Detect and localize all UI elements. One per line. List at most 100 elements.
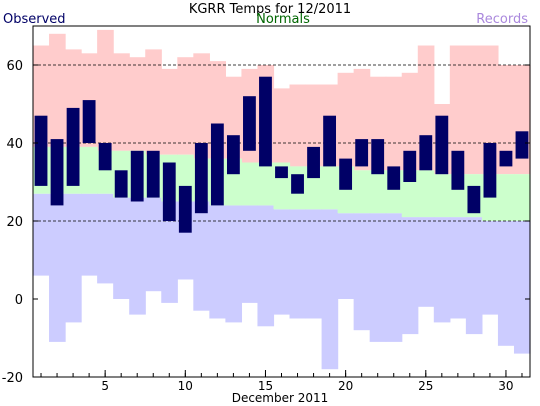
y-tick-label: 20 — [6, 215, 23, 230]
observed-bar — [130, 150, 144, 202]
record-low-bar — [433, 217, 451, 323]
record-low-bar — [513, 221, 531, 354]
observed-bar — [66, 107, 80, 186]
normal-bar — [369, 170, 387, 214]
observed-bar — [178, 185, 192, 233]
record-high-bar — [129, 57, 146, 151]
observed-bar — [98, 143, 112, 171]
record-high-bar — [481, 45, 499, 175]
record-high-bar — [145, 49, 162, 155]
observed-bar — [210, 123, 224, 206]
x-tick-label: 15 — [258, 379, 273, 393]
x-tick-label: 30 — [498, 379, 513, 393]
record-low-bar — [369, 213, 387, 342]
record-low-bar — [113, 197, 130, 299]
record-high-bar — [273, 88, 291, 163]
observed-bar — [162, 162, 176, 221]
observed-bar — [146, 150, 160, 198]
normal-bar — [241, 162, 259, 206]
normal-bar — [433, 174, 451, 218]
observed-bar — [275, 166, 288, 179]
record-low-bar — [129, 197, 146, 315]
record-high-bar — [289, 84, 307, 167]
record-low-bar — [337, 213, 355, 299]
x-tick-label: 20 — [338, 379, 353, 393]
observed-bar — [451, 150, 465, 190]
observed-bar — [291, 174, 304, 194]
record-low-bar — [97, 193, 114, 284]
record-low-bar — [321, 209, 339, 370]
record-high-bar — [465, 45, 483, 175]
chart-title: KGRR Temps for 12/2011 — [189, 2, 351, 17]
record-high-bar — [497, 65, 515, 175]
record-high-bar — [385, 76, 403, 171]
record-low-bar — [497, 221, 515, 346]
observed-bar — [323, 115, 337, 167]
record-low-bar — [417, 217, 435, 307]
record-low-bar — [65, 193, 82, 323]
observed-bar — [226, 135, 240, 175]
y-tick-label: 60 — [6, 59, 23, 74]
observed-bar — [355, 139, 369, 167]
record-high-bar — [401, 72, 419, 171]
record-low-bar — [481, 221, 499, 315]
record-low-bar — [353, 213, 371, 331]
legend-records: Records — [476, 12, 528, 27]
observed-bar — [403, 150, 417, 182]
legend-observed: Observed — [3, 12, 66, 27]
record-low-bar — [193, 201, 210, 311]
observed-bar — [82, 100, 96, 143]
observed-bar — [499, 150, 513, 167]
record-low-bar — [145, 197, 162, 292]
record-high-bar — [113, 53, 130, 151]
observed-bar — [387, 166, 401, 190]
observed-bar — [34, 115, 48, 186]
x-tick-label: 10 — [178, 379, 193, 393]
x-axis-label: December 2011 — [232, 391, 329, 405]
record-high-bar — [305, 84, 323, 167]
normal-bar — [321, 166, 339, 210]
normal-bar — [353, 170, 371, 214]
normal-bar — [417, 170, 435, 218]
record-high-bar — [449, 45, 467, 175]
normal-bar — [497, 174, 515, 221]
record-low-bar — [401, 217, 419, 335]
observed-bar — [435, 115, 449, 175]
record-high-bar — [177, 57, 194, 155]
observed-bar — [515, 131, 529, 159]
x-tick-label: 5 — [101, 379, 109, 393]
y-tick-label: 0 — [15, 293, 23, 308]
record-high-bar — [49, 33, 66, 147]
record-low-bar — [33, 193, 50, 276]
record-low-bar — [305, 209, 323, 319]
record-low-bar — [385, 213, 403, 342]
normal-bar — [81, 146, 98, 194]
record-low-bar — [257, 205, 275, 327]
observed-bar — [50, 139, 64, 206]
observed-bar — [259, 76, 272, 167]
record-high-bar — [337, 72, 355, 167]
record-high-bar — [193, 53, 210, 159]
y-tick-label: -20 — [2, 371, 23, 386]
record-low-bar — [273, 209, 291, 315]
plot-area — [33, 29, 531, 370]
record-low-bar — [209, 205, 226, 319]
axes: -20 0 20 40 60 5 10 15 20 25 30 — [2, 25, 531, 393]
record-high-bar — [97, 29, 114, 151]
observed-bar — [243, 96, 256, 151]
observed-bar — [339, 158, 353, 190]
observed-bar — [419, 135, 433, 171]
record-low-bar — [465, 217, 483, 335]
record-low-bar — [225, 205, 243, 323]
record-low-bar — [241, 205, 259, 303]
observed-bar — [467, 185, 481, 214]
record-low-bar — [289, 209, 307, 319]
observed-bar — [307, 146, 320, 179]
observed-bar — [114, 170, 128, 198]
y-tick-label: 40 — [6, 137, 23, 152]
record-high-bar — [161, 68, 178, 155]
legend-normals: Normals — [256, 12, 310, 27]
x-tick-label: 25 — [418, 379, 433, 393]
record-low-bar — [81, 193, 98, 276]
